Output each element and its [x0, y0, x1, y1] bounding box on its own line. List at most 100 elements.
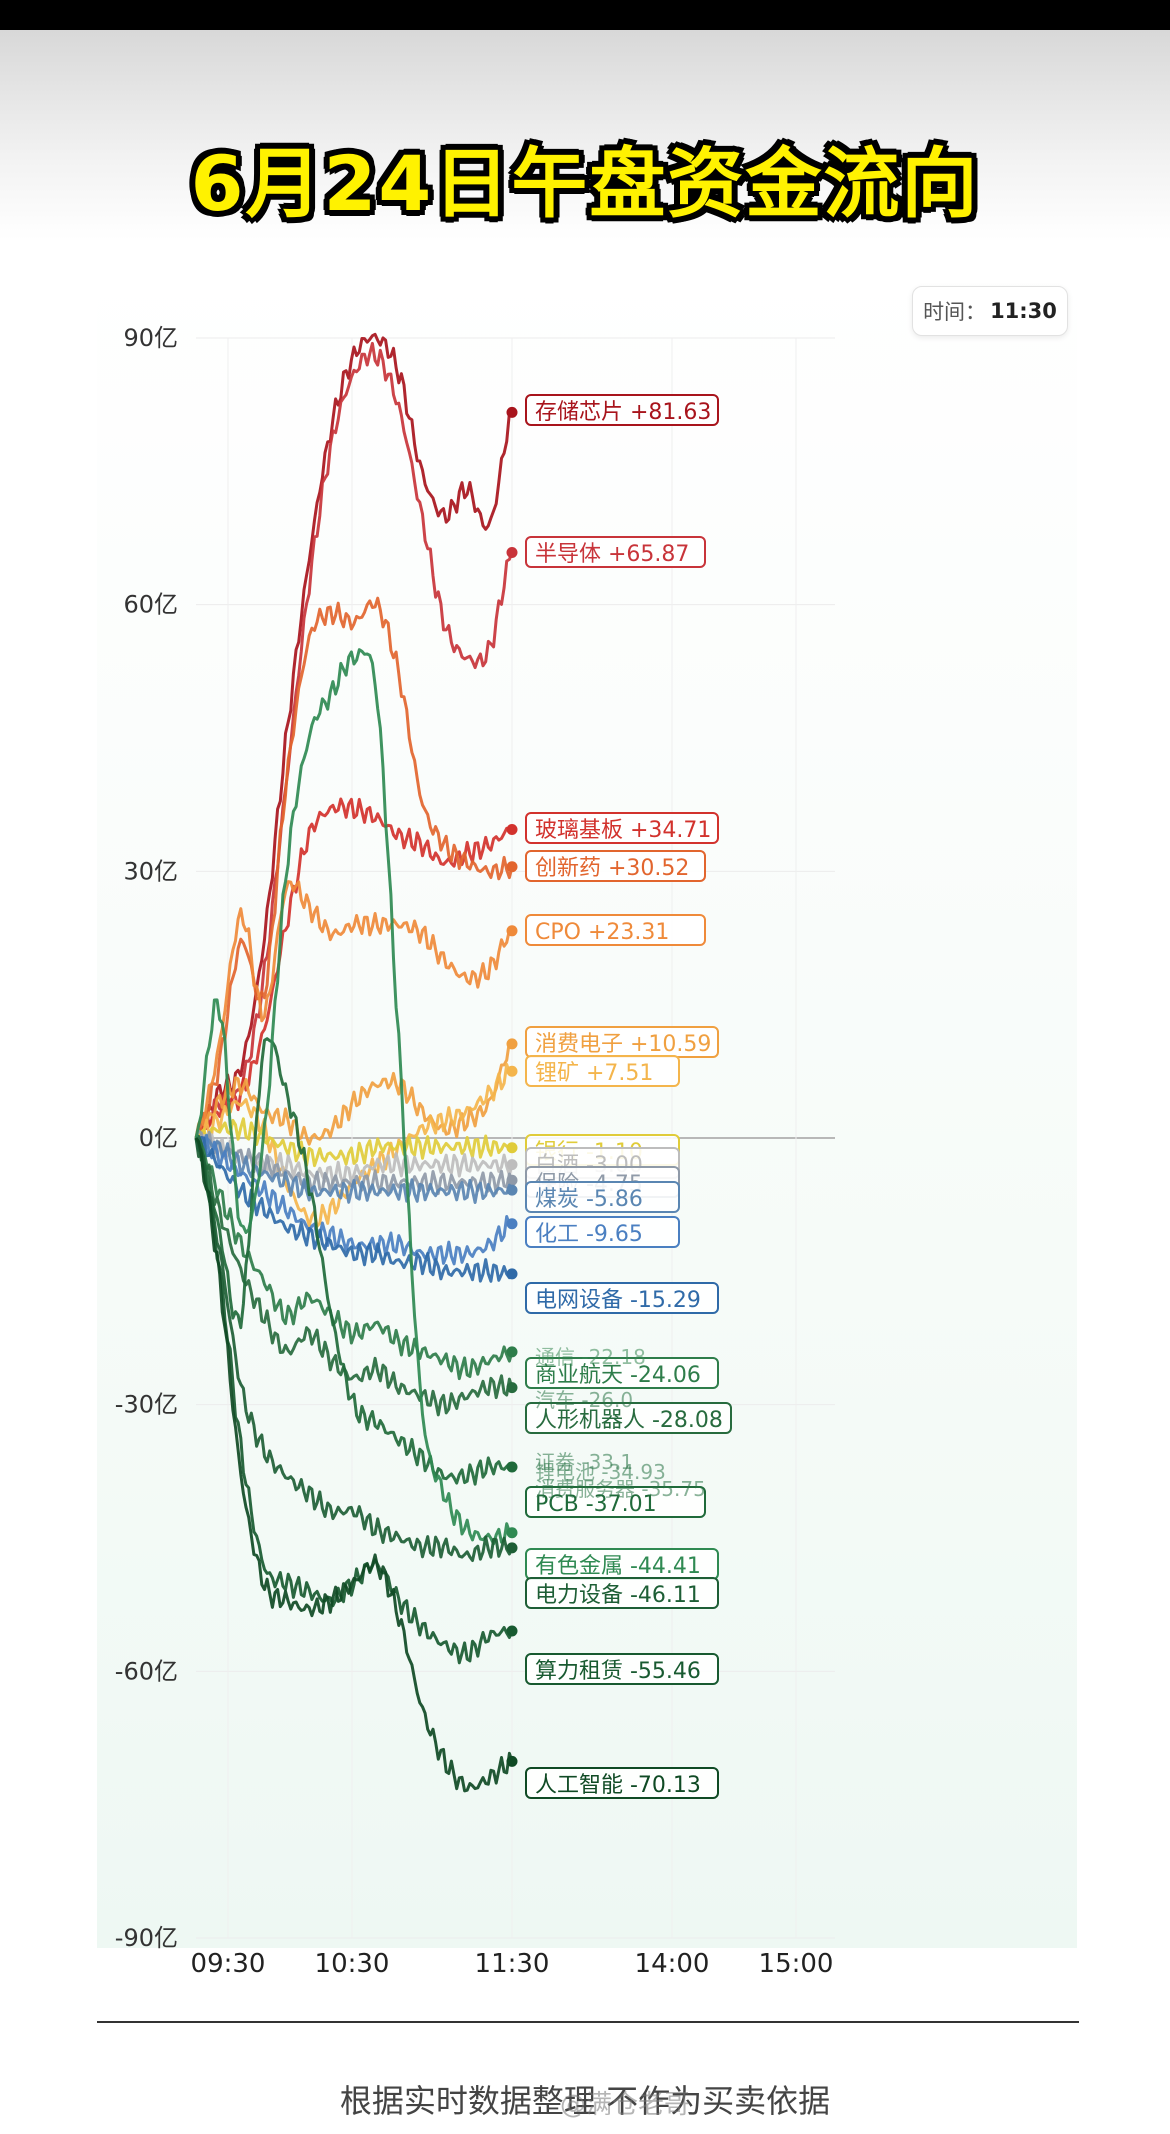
series-line [194, 1040, 514, 1146]
series-label-text: 电网设备 -15.29 [535, 1288, 701, 1313]
series-end-dot [506, 1527, 518, 1539]
series-label: 存储芯片 +81.63 [525, 394, 719, 426]
series-label-box [525, 394, 719, 426]
y-tick-label: 90亿 [123, 324, 178, 352]
y-tick-label: -60亿 [115, 1657, 178, 1685]
overlapped-label-text: 消费服务器 -35.75 [535, 1477, 706, 1501]
series-label-text: 存储芯片 +81.63 [535, 400, 711, 425]
series-label: 化工 -9.65 [525, 1216, 680, 1248]
series-label-text: PCB -37.01 [535, 1492, 657, 1517]
series-label-box [525, 1216, 680, 1248]
series-end-dot [506, 1142, 518, 1154]
series-label-text: 创新药 +30.52 [535, 856, 689, 881]
series-label-box [525, 1767, 719, 1799]
series-label-box [525, 536, 706, 568]
series-label: CPO +23.31 [525, 914, 706, 946]
overlapped-label: 通信 -22.18 [535, 1345, 646, 1369]
series-end-dot [506, 1382, 518, 1394]
series-label: 创新药 +30.52 [525, 850, 706, 882]
series-label: 消费电子 +10.59 [525, 1026, 719, 1058]
series-label: 锂矿 +7.51 [525, 1055, 680, 1087]
series-end-dot [506, 1346, 518, 1358]
series-end-dot [506, 861, 518, 873]
series-label-text: 电力设备 -46.11 [535, 1583, 701, 1608]
footer-note: 根据实时数据整理 不作为买卖依据 [339, 2082, 831, 2120]
series-label-box [525, 914, 706, 946]
labels-layer: 存储芯片 +81.63 半导体 +65.87 玻璃基板 +34.71 创新药 +30.… [525, 394, 732, 1799]
series-label-box [525, 1357, 719, 1389]
series-label-box [525, 1282, 719, 1314]
series-line [195, 596, 514, 1142]
series-line [194, 341, 514, 1145]
series-label-text: 人工智能 -70.13 [535, 1773, 701, 1798]
y-tick-label: 30亿 [123, 857, 178, 885]
series-label: PCB -37.01 [525, 1486, 706, 1518]
x-tick-label: 10:30 [315, 1949, 390, 1979]
series-label-text: 人形机器人 -28.08 [535, 1408, 723, 1433]
series-line [194, 1136, 514, 1283]
series-end-dot [506, 1268, 518, 1280]
series-end-dot [506, 1159, 518, 1171]
overlapped-label: 消费服务器 -35.75 [535, 1477, 706, 1501]
series-line [194, 797, 513, 1145]
series-label: 半导体 +65.87 [525, 536, 706, 568]
series-label-box [525, 1055, 680, 1087]
x-tick-label: 14:00 [635, 1949, 710, 1979]
series-label-box [525, 1486, 706, 1518]
axis-layer: 90亿 60亿 30亿 0亿 -30亿 -60亿 -90亿 09:30 10:30 11:30 14… [115, 324, 834, 1979]
series-line [194, 332, 513, 1139]
footer-divider [97, 2021, 1079, 2023]
series-end-dot [506, 1218, 518, 1230]
page-title: 6月24日午盘资金流向 [190, 139, 980, 228]
series-line [195, 1134, 514, 1417]
series-label-box [525, 812, 719, 844]
series-end-dot [506, 823, 518, 835]
series-end-dot [506, 1461, 518, 1473]
series-label-text: 化工 -9.65 [535, 1222, 643, 1247]
series-label-text: 半导体 +65.87 [535, 542, 689, 567]
y-tick-label: 0亿 [139, 1124, 178, 1152]
overlapped-label: 汽车 -26.0 [535, 1388, 633, 1412]
overlapped-label-text: 汽车 -26.0 [535, 1388, 633, 1412]
series-label: 电网设备 -15.29 [525, 1282, 719, 1314]
series-label: 有色金属 -44.41 [525, 1548, 719, 1580]
series-line [194, 880, 513, 1139]
grid-layer [196, 337, 835, 1939]
series-label: 商业航天 -24.06 [525, 1357, 719, 1389]
series-end-dot [506, 406, 518, 418]
series-line [194, 1037, 514, 1486]
series-end-dot [506, 1184, 518, 1196]
time-badge: 时间： 11:30 [912, 286, 1068, 336]
y-tick-label: 60亿 [123, 591, 178, 619]
series-label-text: 算力租赁 -55.46 [535, 1659, 701, 1684]
title-banner [0, 30, 1170, 240]
x-tick-label: 11:30 [475, 1949, 550, 1979]
series-label-text: 煤炭 -5.86 [535, 1187, 643, 1212]
series-line [194, 1137, 514, 1562]
series-label-box [525, 850, 706, 882]
series-end-dot [506, 925, 518, 937]
lines-layer [194, 332, 518, 1793]
series-end-dot [506, 1625, 518, 1637]
series-end-dot [506, 1038, 518, 1050]
series-label-text: 有色金属 -44.41 [535, 1554, 701, 1579]
overlapped-label-text: 证券 -33.1 [535, 1450, 633, 1474]
series-label-text: 消费电子 +10.59 [535, 1032, 711, 1057]
series-line [194, 1137, 514, 1665]
status-bar [0, 0, 1170, 30]
overlapped-label-text: 通信 -22.18 [535, 1345, 646, 1369]
series-line [194, 1137, 514, 1793]
series-end-dot [506, 1174, 518, 1186]
series-line [194, 648, 513, 1546]
series-label: 算力租赁 -55.46 [525, 1653, 719, 1685]
series-label-text: 玻璃基板 +34.71 [535, 818, 711, 843]
series-label-box [525, 1181, 680, 1213]
series-label: 煤炭 -5.86 [525, 1181, 680, 1213]
series-label: 人形机器人 -28.08 [525, 1402, 732, 1434]
series-end-dot [506, 1755, 518, 1767]
series-line [194, 1117, 513, 1168]
series-label-text: 锂矿 +7.51 [535, 1061, 653, 1086]
series-end-dot [506, 546, 518, 558]
series-label-box [525, 1402, 732, 1434]
